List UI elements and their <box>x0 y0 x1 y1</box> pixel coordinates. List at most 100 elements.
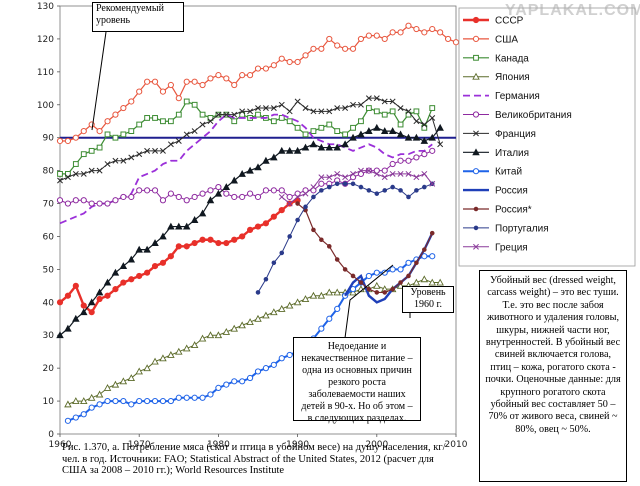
data-point <box>302 52 309 59</box>
series-1 <box>56 22 460 145</box>
data-point <box>271 260 277 266</box>
x-stroke <box>144 147 151 154</box>
data-point <box>472 111 480 118</box>
data-point <box>262 105 269 112</box>
data-point <box>326 184 332 190</box>
data-point <box>207 236 214 243</box>
data-point <box>167 397 174 405</box>
series-7 <box>56 123 444 339</box>
x-stroke <box>64 174 71 181</box>
data-point <box>437 141 444 148</box>
data-point <box>380 127 389 135</box>
data-point <box>87 298 96 306</box>
data-point <box>88 167 95 174</box>
x-stroke <box>429 114 436 121</box>
x-stroke <box>318 108 325 115</box>
data-point <box>183 131 190 138</box>
data-point <box>72 397 80 405</box>
series-11 <box>255 181 435 295</box>
data-point <box>405 157 412 164</box>
data-point <box>310 108 317 115</box>
data-point <box>152 147 158 154</box>
data-point <box>420 275 429 283</box>
x-tick-label: 2000 <box>365 440 388 450</box>
data-point <box>72 197 79 204</box>
data-point <box>143 364 151 372</box>
data-point <box>302 105 309 112</box>
data-point <box>239 233 246 240</box>
legend-label: Греция <box>495 242 528 253</box>
data-point <box>334 170 341 177</box>
data-point <box>381 167 388 174</box>
data-point <box>103 383 112 391</box>
data-point <box>357 35 365 43</box>
data-point <box>254 65 262 72</box>
data-point <box>215 384 222 392</box>
data-point <box>56 197 64 204</box>
x-stroke <box>310 108 317 115</box>
data-point <box>406 273 411 279</box>
data-point <box>190 341 199 349</box>
data-point <box>191 101 198 108</box>
data-point <box>72 282 79 289</box>
data-point <box>230 176 238 184</box>
data-point <box>128 401 135 408</box>
data-point <box>151 397 159 405</box>
data-point <box>414 188 419 193</box>
data-point <box>278 146 286 154</box>
data-point <box>294 124 301 131</box>
data-point <box>56 299 64 306</box>
data-point <box>80 170 87 177</box>
data-point <box>198 209 207 217</box>
x-stroke <box>373 95 380 102</box>
series-5 <box>56 147 436 207</box>
x-stroke <box>160 147 166 154</box>
data-point <box>262 65 270 72</box>
legend-label: Россия <box>495 186 528 197</box>
data-point <box>302 190 309 197</box>
data-point <box>374 290 380 295</box>
data-point <box>342 105 349 112</box>
data-point <box>183 394 190 401</box>
data-point <box>325 143 334 151</box>
data-point <box>64 200 72 207</box>
data-point <box>190 216 199 223</box>
data-point <box>182 344 191 352</box>
data-point <box>104 397 111 405</box>
data-point <box>270 105 277 112</box>
x-stroke <box>397 170 404 177</box>
data-point <box>326 174 333 181</box>
data-point <box>270 213 277 220</box>
data-point <box>342 45 349 52</box>
data-point <box>135 367 143 375</box>
data-point <box>223 75 230 82</box>
data-point <box>152 115 158 121</box>
data-point <box>278 207 285 214</box>
data-point <box>310 184 317 191</box>
data-point <box>318 174 325 181</box>
data-point <box>254 163 262 171</box>
data-point <box>127 374 136 381</box>
data-point <box>127 255 136 263</box>
data-point <box>270 308 278 316</box>
data-point <box>311 227 316 233</box>
legend: СССР США Канада Япония Германия Великобритани… <box>458 7 636 267</box>
data-point <box>287 234 292 239</box>
data-point <box>222 327 231 335</box>
data-point <box>112 286 119 293</box>
data-point <box>231 118 238 125</box>
data-point <box>255 290 261 295</box>
data-point <box>263 276 269 282</box>
data-point <box>349 45 357 52</box>
data-point <box>80 302 87 309</box>
data-point <box>358 184 364 190</box>
data-point <box>254 193 262 201</box>
data-point <box>65 171 71 177</box>
data-point <box>397 266 404 273</box>
data-point <box>144 269 151 276</box>
data-point <box>80 151 87 158</box>
data-point <box>167 222 175 230</box>
y-tick-label: 110 <box>37 68 54 78</box>
data-point <box>120 193 127 201</box>
